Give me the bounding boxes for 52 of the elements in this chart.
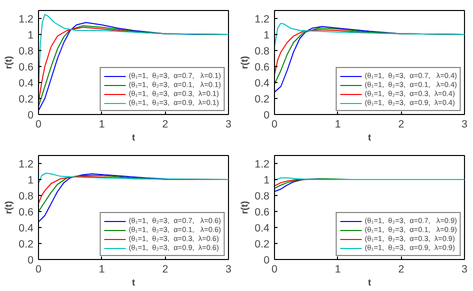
x-axis-title: t — [132, 132, 136, 142]
y-tick-label: 1 — [28, 174, 34, 186]
y-tick-label: 1.2 — [18, 14, 34, 26]
y-tick-label: 0.6 — [254, 62, 270, 74]
y-tick-label: 0 — [264, 110, 270, 122]
y-tick-label: 0.2 — [18, 238, 34, 250]
y-axis-title: r(t) — [240, 56, 250, 69]
x-tick-label: 1 — [334, 264, 341, 276]
x-axis-title: t — [368, 278, 372, 288]
x-tick-label: 3 — [226, 264, 232, 276]
y-tick-label: 0.2 — [18, 94, 34, 106]
x-tick-label: 2 — [162, 118, 168, 130]
y-tick-label: 1 — [264, 174, 270, 186]
x-tick-label: 0 — [36, 118, 42, 130]
x-tick-label: 0 — [272, 118, 278, 130]
y-axis-title: r(t) — [240, 201, 250, 214]
y-tick-label: 0 — [28, 254, 34, 266]
y-tick-label: 0.2 — [254, 94, 270, 106]
y-tick-label: 0.4 — [18, 78, 34, 90]
y-tick-label: 0.8 — [254, 46, 270, 58]
y-tick-label: 0.6 — [18, 206, 34, 218]
x-tick-label: 2 — [162, 264, 168, 276]
y-axis-title: r(t) — [4, 201, 14, 214]
y-axis-title: r(t) — [4, 56, 14, 69]
x-axis-title: t — [368, 132, 372, 142]
y-tick-label: 0.4 — [18, 222, 34, 234]
x-tick-label: 1 — [98, 264, 105, 276]
x-tick-label: 3 — [226, 118, 232, 130]
x-tick-label: 2 — [398, 118, 404, 130]
y-tick-label: 1.2 — [254, 14, 270, 26]
y-tick-label: 0 — [264, 254, 270, 266]
y-tick-label: 0.4 — [254, 222, 270, 234]
x-tick-label: 0 — [36, 264, 42, 276]
y-tick-label: 0.8 — [18, 190, 34, 202]
y-tick-label: 1.2 — [254, 158, 270, 170]
x-tick-label: 2 — [398, 264, 404, 276]
y-tick-label: 0.4 — [254, 78, 270, 90]
x-tick-label: 3 — [462, 118, 468, 130]
y-tick-label: 0.6 — [18, 62, 34, 74]
y-tick-label: 0.8 — [254, 190, 270, 202]
y-tick-label: 0.8 — [18, 46, 34, 58]
y-tick-label: 1.2 — [18, 158, 34, 170]
x-tick-label: 3 — [462, 264, 468, 276]
y-tick-label: 0.2 — [254, 238, 270, 250]
y-tick-label: 1 — [264, 30, 270, 42]
x-axis-title: t — [132, 278, 136, 288]
y-tick-label: 0 — [28, 110, 34, 122]
y-tick-label: 1 — [28, 30, 34, 42]
y-tick-label: 0.6 — [254, 206, 270, 218]
x-tick-label: 1 — [334, 118, 341, 130]
x-tick-label: 0 — [272, 264, 278, 276]
x-tick-label: 1 — [98, 118, 105, 130]
